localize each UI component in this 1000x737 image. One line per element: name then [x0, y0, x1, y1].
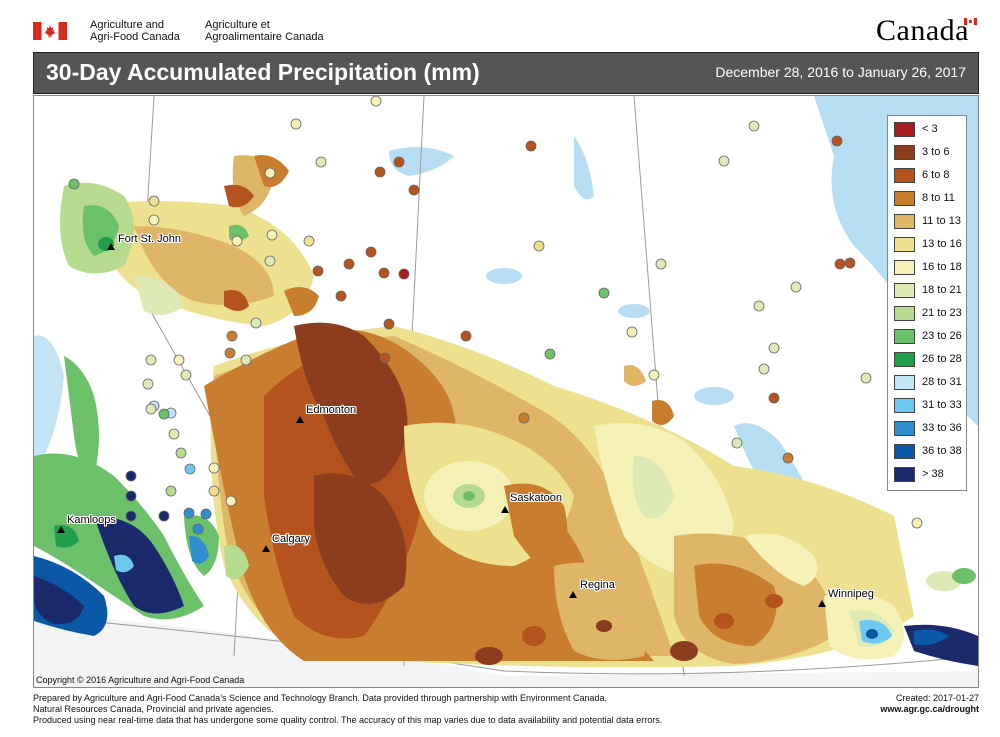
lake-athabasca — [389, 147, 454, 176]
legend-label: 21 to 23 — [922, 307, 962, 319]
legend-swatch — [894, 306, 915, 321]
legend-label: < 3 — [922, 123, 938, 135]
legend-item: 18 to 21 — [894, 283, 966, 299]
legend-label: 13 to 16 — [922, 238, 962, 250]
edmonton-marker-icon — [296, 416, 304, 423]
canada-flag-icon — [33, 22, 67, 40]
winnipeg-marker-icon — [818, 600, 826, 607]
legend-swatch — [894, 398, 915, 413]
legend-swatch — [894, 375, 915, 390]
map-title: 30-Day Accumulated Precipitation (mm) — [46, 59, 480, 85]
legend-label: 33 to 36 — [922, 422, 962, 434]
legend-swatch — [894, 352, 915, 367]
legend-item: 16 to 18 — [894, 260, 966, 276]
footer-meta: Created: 2017-01-27 www.agr.gc.ca/drough… — [880, 693, 979, 715]
legend-item: 6 to 8 — [894, 168, 966, 184]
legend-item: 13 to 16 — [894, 237, 966, 253]
legend-swatch — [894, 283, 915, 298]
map-area: Fort St. John Edmonton Saskatoon Kamloop… — [33, 95, 979, 688]
footer: Prepared by Agriculture and Agri-Food Ca… — [33, 693, 979, 737]
lake-manitoba-north — [694, 387, 734, 405]
legend-label: > 38 — [922, 468, 944, 480]
legend-item: 11 to 13 — [894, 214, 966, 230]
saskatoon-marker-icon — [501, 506, 509, 513]
precipitation-field — [34, 155, 978, 668]
legend-item: 28 to 31 — [894, 375, 966, 391]
legend-item: 36 to 38 — [894, 444, 966, 460]
legend-label: 28 to 31 — [922, 376, 962, 388]
legend-item: 23 to 26 — [894, 329, 966, 345]
legend-label: 23 to 26 — [922, 330, 962, 342]
legend-swatch — [894, 444, 915, 459]
org-fr-line2: Agroalimentaire Canada — [205, 31, 324, 43]
footer-line1: Prepared by Agriculture and Agri-Food Ca… — [33, 693, 608, 703]
regina-marker-icon — [569, 591, 577, 598]
org-name-english: Agriculture and Agri-Food Canada — [90, 19, 200, 43]
city-label-saskatoon: Saskatoon — [510, 492, 562, 504]
wordmark-flag-icon — [964, 18, 977, 25]
legend-label: 11 to 13 — [922, 215, 961, 227]
source-url-link[interactable]: www.agr.gc.ca/drought — [880, 704, 979, 714]
header: Agriculture and Agri-Food Canada Agricul… — [0, 0, 1000, 52]
legend: < 3 3 to 6 6 to 8 8 to 11 11 to 13 13 to 16 16… — [887, 115, 967, 491]
legend-swatch — [894, 329, 915, 344]
legend-item: > 38 — [894, 467, 966, 483]
canada-wordmark: Canada — [876, 14, 969, 47]
city-label-regina: Regina — [580, 579, 615, 591]
legend-swatch — [894, 168, 915, 183]
legend-swatch — [894, 191, 915, 206]
legend-label: 8 to 11 — [922, 192, 955, 204]
legend-label: 36 to 38 — [922, 445, 962, 457]
title-bar: 30-Day Accumulated Precipitation (mm) De… — [33, 52, 979, 94]
legend-item: 26 to 28 — [894, 352, 966, 368]
city-label-winnipeg: Winnipeg — [828, 588, 874, 600]
fort-st-john-marker-icon — [107, 243, 115, 250]
city-label-edmonton: Edmonton — [306, 404, 357, 416]
legend-swatch — [894, 237, 915, 252]
org-fr-line1: Agriculture et — [205, 19, 270, 31]
legend-swatch — [894, 145, 915, 160]
city-label-calgary: Calgary — [272, 533, 310, 545]
copyright: Copyright © 2016 Agriculture and Agri-Fo… — [36, 675, 245, 685]
legend-swatch — [894, 122, 915, 137]
usa-area — [34, 611, 978, 687]
lake-northern-sk-1 — [486, 268, 522, 284]
legend-label: 26 to 28 — [922, 353, 962, 365]
legend-swatch — [894, 214, 915, 229]
legend-swatch — [894, 421, 915, 436]
city-label-kamloops: Kamloops — [67, 514, 116, 526]
legend-label: 16 to 18 — [922, 261, 962, 273]
legend-item: 31 to 33 — [894, 398, 966, 414]
calgary-marker-icon — [262, 545, 270, 552]
footer-notes: Prepared by Agriculture and Agri-Food Ca… — [33, 693, 753, 726]
station-dots — [68, 96, 923, 535]
date-range: December 28, 2016 to January 26, 2017 — [715, 64, 966, 80]
legend-label: 6 to 8 — [922, 169, 950, 181]
org-en-line1: Agriculture and — [90, 19, 164, 31]
legend-item: 3 to 6 — [894, 145, 966, 161]
legend-item: 33 to 36 — [894, 421, 966, 437]
legend-label: 31 to 33 — [922, 399, 962, 411]
org-name-french: Agriculture et Agroalimentaire Canada — [205, 19, 355, 43]
legend-label: 3 to 6 — [922, 146, 950, 158]
legend-label: 18 to 21 — [922, 284, 962, 296]
reindeer-lake — [574, 136, 594, 200]
legend-item: < 3 — [894, 122, 966, 138]
city-label-fort-st-john: Fort St. John — [118, 233, 181, 245]
footer-line2: Natural Resources Canada, Provincial and… — [33, 704, 274, 714]
footer-line3: Produced using near real-time data that … — [33, 715, 663, 725]
legend-item: 8 to 11 — [894, 191, 966, 207]
created-date: Created: 2017-01-27 — [895, 693, 979, 703]
precipitation-map — [34, 96, 978, 687]
legend-swatch — [894, 467, 915, 482]
org-en-line2: Agri-Food Canada — [90, 31, 180, 43]
legend-item: 21 to 23 — [894, 306, 966, 322]
legend-swatch — [894, 260, 915, 275]
kamloops-marker-icon — [57, 526, 65, 533]
lake-northern-sk-2 — [618, 304, 650, 318]
